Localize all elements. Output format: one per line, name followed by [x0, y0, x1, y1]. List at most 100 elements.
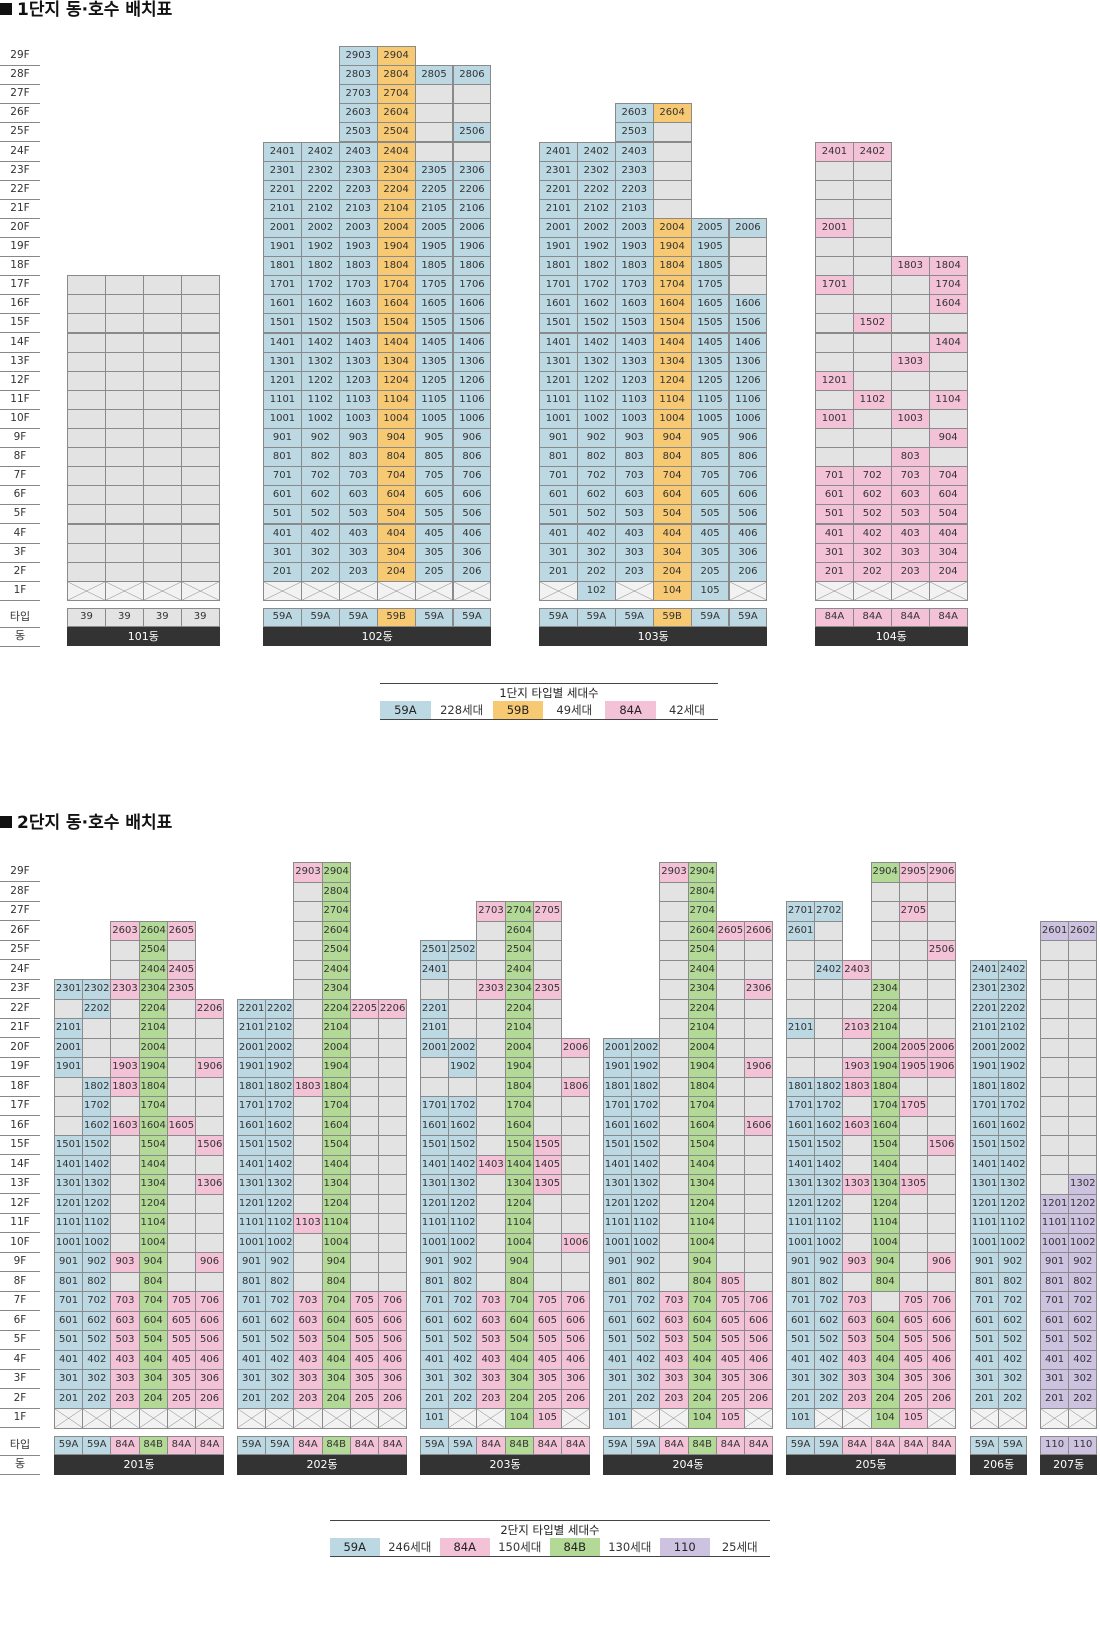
empty-cell: [67, 542, 106, 563]
unit-cell: 806: [452, 447, 492, 468]
empty-cell: [659, 1135, 689, 1156]
floor-label: 5F: [0, 504, 40, 525]
empty-cell: [890, 332, 930, 353]
cross-icon: [449, 1409, 476, 1428]
unit-cell: 1401: [603, 1154, 633, 1175]
unit-cell: 403: [659, 1349, 689, 1370]
empty-cell: [476, 1232, 506, 1253]
unit-cell: 501: [54, 1330, 84, 1351]
empty-cell: [378, 1154, 408, 1175]
type-cell: 59A: [414, 607, 454, 627]
unit-cell: 403: [614, 523, 654, 544]
floor-label: 13F: [0, 1174, 40, 1194]
unit-cell: 1702: [448, 1096, 478, 1117]
unit-cell: 104: [652, 580, 692, 601]
unit-cell: 1601: [603, 1115, 633, 1136]
unit-cell: 705: [532, 1291, 562, 1312]
empty-cell: [744, 1193, 774, 1214]
unit-cell: 1004: [687, 1232, 717, 1253]
unit-cell: 505: [166, 1330, 196, 1351]
empty-cell: [110, 998, 140, 1019]
building-name: 206동: [970, 1455, 1028, 1475]
type-cell: 59A: [263, 607, 302, 627]
unit-cell: 1803: [890, 256, 930, 277]
unit-cell: 2002: [448, 1037, 478, 1058]
unit-cell: 1702: [998, 1096, 1028, 1117]
unit-cell: 1803: [842, 1076, 872, 1097]
unit-cell: 1005: [690, 408, 730, 429]
unit-cell: 1502: [998, 1135, 1028, 1156]
unit-cell: 301: [815, 542, 854, 563]
cross-icon: [55, 1409, 82, 1428]
empty-cell: [815, 179, 854, 200]
unit-cell: 502: [576, 504, 616, 525]
empty-cell: [110, 959, 140, 980]
empty-cell: [715, 1193, 745, 1214]
empty-cell: [180, 275, 220, 296]
empty-cell: [744, 1096, 774, 1117]
type-cell: 84A: [744, 1435, 774, 1455]
unit-cell: 1606: [452, 294, 492, 315]
unit-cell: 2204: [504, 998, 534, 1019]
unit-cell: 706: [744, 1291, 774, 1312]
unit-cell: 902: [1068, 1252, 1098, 1273]
legend-count: 42세대: [655, 701, 718, 719]
empty-cell: [349, 1096, 379, 1117]
unit-cell: 1901: [54, 1057, 84, 1078]
empty-cell: [476, 1096, 506, 1117]
unit-cell: 1202: [300, 370, 340, 391]
pilotis-cell: [852, 580, 892, 601]
unit-cell: 803: [338, 447, 378, 468]
empty-cell: [67, 447, 106, 468]
unit-cell: 2101: [263, 198, 302, 219]
unit-cell: 1104: [652, 389, 692, 410]
unit-cell: 303: [890, 542, 930, 563]
empty-cell: [852, 370, 892, 391]
empty-cell: [715, 1135, 745, 1156]
empty-cell: [195, 1096, 225, 1117]
floor-label: 19F: [0, 1057, 40, 1077]
empty-cell: [852, 179, 892, 200]
empty-cell: [82, 1057, 112, 1078]
empty-cell: [293, 1174, 323, 1195]
unit-cell: 2301: [970, 979, 1000, 1000]
unit-cell: 505: [532, 1330, 562, 1351]
unit-cell: 506: [561, 1330, 591, 1351]
unit-cell: 202: [814, 1388, 844, 1409]
empty-cell: [166, 1213, 196, 1234]
unit-cell: 804: [687, 1271, 717, 1292]
unit-cell: 904: [504, 1252, 534, 1273]
unit-cell: 1502: [82, 1135, 112, 1156]
empty-cell: [561, 1174, 591, 1195]
empty-cell: [104, 523, 144, 544]
unit-cell: 2306: [452, 160, 492, 181]
empty-cell: [166, 1252, 196, 1273]
empty-cell: [815, 389, 854, 410]
unit-cell: 2301: [263, 160, 302, 181]
unit-cell: 1803: [338, 256, 378, 277]
unit-cell: 1305: [898, 1174, 928, 1195]
unit-cell: 2104: [376, 198, 416, 219]
type-cell: 59A: [54, 1435, 84, 1455]
unit-cell: 304: [376, 542, 416, 563]
unit-cell: 705: [898, 1291, 928, 1312]
unit-cell: 2005: [690, 217, 730, 238]
unit-cell: 202: [448, 1388, 478, 1409]
empty-cell: [927, 959, 957, 980]
unit-cell: 502: [1068, 1330, 1098, 1351]
unit-cell: 206: [744, 1388, 774, 1409]
empty-cell: [420, 979, 450, 1000]
empty-cell: [349, 1076, 379, 1097]
empty-cell: [378, 1037, 408, 1058]
empty-cell: [852, 198, 892, 219]
empty-cell: [870, 920, 900, 941]
unit-cell: 2204: [138, 998, 168, 1019]
empty-cell: [166, 1037, 196, 1058]
unit-cell: 1403: [476, 1154, 506, 1175]
unit-cell: 1201: [420, 1193, 450, 1214]
empty-cell: [870, 1291, 900, 1312]
cross-icon: [454, 582, 491, 600]
unit-cell: 801: [54, 1271, 84, 1292]
unit-cell: 1006: [561, 1232, 591, 1253]
unit-cell: 802: [448, 1271, 478, 1292]
